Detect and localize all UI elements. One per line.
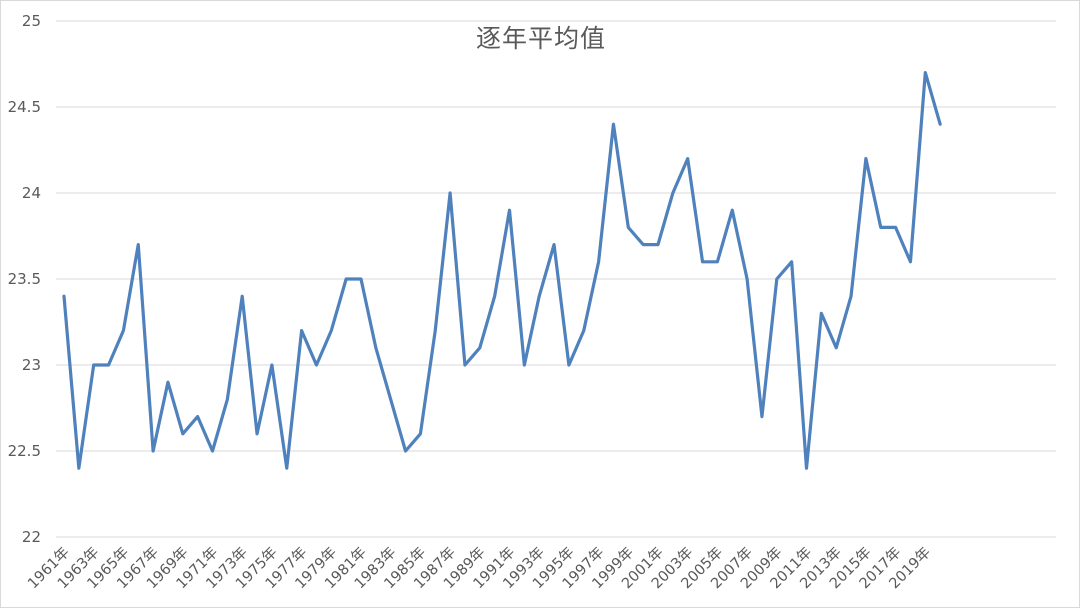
data-point	[418, 432, 422, 436]
data-point	[552, 243, 556, 247]
data-point	[211, 449, 215, 453]
data-point	[537, 294, 541, 298]
data-point	[285, 466, 289, 470]
data-point	[270, 363, 274, 367]
data-point	[938, 122, 942, 126]
data-point	[760, 415, 764, 419]
data-point	[255, 432, 259, 436]
data-point	[359, 277, 363, 281]
data-point	[923, 71, 927, 75]
data-point	[329, 329, 333, 333]
data-point	[582, 329, 586, 333]
data-point	[344, 277, 348, 281]
data-point	[374, 346, 378, 350]
data-point	[567, 363, 571, 367]
chart-title: 逐年平均值	[475, 24, 606, 53]
data-point	[433, 329, 437, 333]
data-point	[121, 329, 125, 333]
data-point	[626, 225, 630, 229]
data-point	[404, 449, 408, 453]
data-point	[790, 260, 794, 264]
data-point	[389, 397, 393, 401]
data-point	[894, 225, 898, 229]
data-point	[805, 466, 809, 470]
y-tick-label: 25	[22, 12, 41, 30]
data-point	[641, 243, 645, 247]
data-point	[300, 329, 304, 333]
data-point	[849, 294, 853, 298]
data-point	[463, 363, 467, 367]
data-point	[611, 122, 615, 126]
data-point	[225, 397, 229, 401]
data-point	[240, 294, 244, 298]
data-point	[166, 380, 170, 384]
data-point	[107, 363, 111, 367]
y-tick-label: 24.5	[8, 98, 41, 116]
data-point	[656, 243, 660, 247]
data-point	[151, 449, 155, 453]
data-point	[834, 346, 838, 350]
data-point	[493, 294, 497, 298]
series-line-0	[62, 70, 942, 470]
data-point	[715, 260, 719, 264]
data-point	[597, 260, 601, 264]
data-point	[686, 157, 690, 161]
y-tick-label: 22	[22, 528, 41, 546]
data-point	[136, 243, 140, 247]
y-tick-label: 22.5	[8, 442, 41, 460]
data-point	[908, 260, 912, 264]
data-point	[730, 208, 734, 212]
data-point	[448, 191, 452, 195]
data-point	[62, 294, 66, 298]
data-point	[701, 260, 705, 264]
data-point	[879, 225, 883, 229]
data-point	[671, 191, 675, 195]
data-point	[196, 415, 200, 419]
data-point	[508, 208, 512, 212]
data-point	[314, 363, 318, 367]
y-tick-label: 24	[22, 184, 41, 202]
data-point	[864, 157, 868, 161]
data-point	[819, 311, 823, 315]
y-tick-label: 23.5	[8, 270, 41, 288]
data-point	[92, 363, 96, 367]
data-point	[745, 277, 749, 281]
data-point	[181, 432, 185, 436]
y-tick-label: 23	[22, 356, 41, 374]
data-point	[522, 363, 526, 367]
data-point	[478, 346, 482, 350]
data-point	[77, 466, 81, 470]
data-point	[775, 277, 779, 281]
